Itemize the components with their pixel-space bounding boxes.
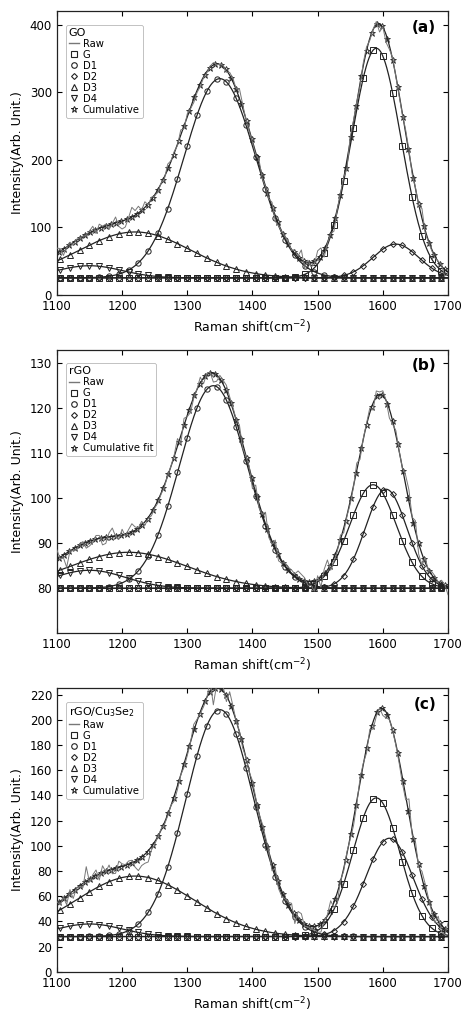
Text: (b): (b) xyxy=(411,358,436,373)
Y-axis label: Intensity(Arb. Unit.): Intensity(Arb. Unit.) xyxy=(11,430,24,553)
Text: (c): (c) xyxy=(413,696,436,712)
Y-axis label: Intensity(Arb. Unit.): Intensity(Arb. Unit.) xyxy=(11,769,24,892)
X-axis label: Raman shift(cm$^{-2}$): Raman shift(cm$^{-2}$) xyxy=(193,995,312,1013)
X-axis label: Raman shift(cm$^{-2}$): Raman shift(cm$^{-2}$) xyxy=(193,318,312,336)
Legend: Raw, G, D1, D2, D3, D4, Cumulative: Raw, G, D1, D2, D3, D4, Cumulative xyxy=(66,701,143,799)
Y-axis label: Intensity(Arb. Unit.): Intensity(Arb. Unit.) xyxy=(11,91,24,214)
Legend: Raw, G, D1, D2, D3, D4, Cumulative fit: Raw, G, D1, D2, D3, D4, Cumulative fit xyxy=(66,364,156,456)
Legend: Raw, G, D1, D2, D3, D4, Cumulative: Raw, G, D1, D2, D3, D4, Cumulative xyxy=(66,25,143,118)
Text: (a): (a) xyxy=(412,19,436,35)
X-axis label: Raman shift(cm$^{-2}$): Raman shift(cm$^{-2}$) xyxy=(193,656,312,675)
